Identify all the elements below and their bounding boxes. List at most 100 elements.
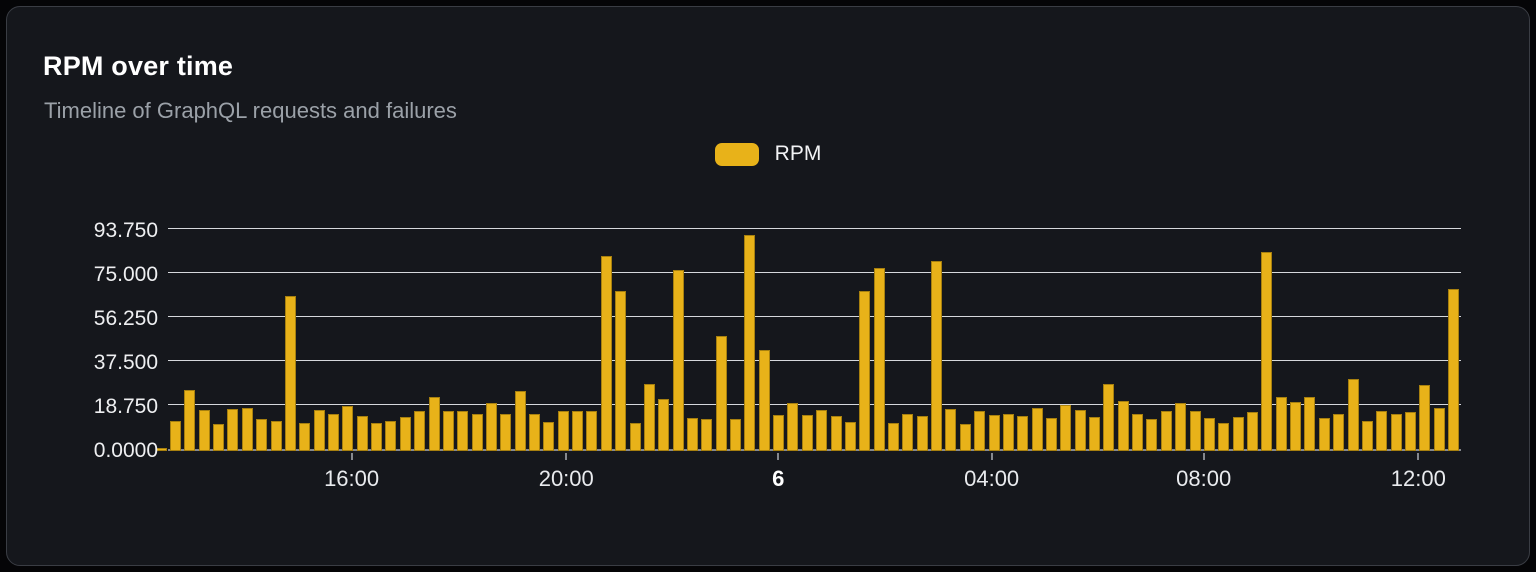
bar-slot xyxy=(298,226,312,451)
rpm-bar[interactable] xyxy=(586,411,598,451)
rpm-bar[interactable] xyxy=(500,413,512,451)
bar-slot xyxy=(671,226,685,451)
rpm-bar[interactable] xyxy=(1261,251,1273,451)
legend-label-rpm[interactable]: RPM xyxy=(774,142,822,165)
rpm-bar[interactable] xyxy=(543,421,555,451)
rpm-bar[interactable] xyxy=(385,420,397,451)
rpm-bar[interactable] xyxy=(643,384,655,451)
rpm-bar[interactable] xyxy=(529,413,541,451)
rpm-bar[interactable] xyxy=(241,407,253,451)
rpm-bar[interactable] xyxy=(1290,401,1302,451)
y-axis-label: 93.750 xyxy=(93,219,158,242)
rpm-bar[interactable] xyxy=(801,414,813,451)
rpm-bar[interactable] xyxy=(773,414,785,451)
rpm-bar[interactable] xyxy=(600,256,612,451)
rpm-bar[interactable] xyxy=(557,411,569,451)
rpm-bar[interactable] xyxy=(399,417,411,451)
rpm-bar[interactable] xyxy=(758,350,770,451)
rpm-bar[interactable] xyxy=(442,411,454,451)
rpm-bar[interactable] xyxy=(170,420,182,451)
rpm-bar[interactable] xyxy=(1132,413,1144,451)
bar-slot xyxy=(1274,226,1288,451)
rpm-bar[interactable] xyxy=(1376,411,1388,451)
rpm-bar[interactable] xyxy=(428,397,440,451)
rpm-bar[interactable] xyxy=(1246,412,1258,451)
rpm-bar[interactable] xyxy=(270,420,282,451)
rpm-bar[interactable] xyxy=(1390,413,1402,451)
rpm-bar[interactable] xyxy=(1304,397,1316,451)
rpm-bar[interactable] xyxy=(672,270,684,451)
rpm-bar[interactable] xyxy=(787,402,799,451)
y-axis-label: 0.0000 xyxy=(93,439,158,462)
rpm-bar[interactable] xyxy=(256,419,268,451)
rpm-bar[interactable] xyxy=(1089,417,1101,451)
rpm-bar[interactable] xyxy=(1175,402,1187,451)
rpm-bar[interactable] xyxy=(1060,405,1072,451)
chart-subtitle: Timeline of GraphQL requests and failure… xyxy=(44,98,457,123)
rpm-bar[interactable] xyxy=(658,399,670,451)
rpm-bar[interactable] xyxy=(974,411,986,451)
rpm-bar[interactable] xyxy=(902,413,914,451)
rpm-bar[interactable] xyxy=(629,422,641,451)
rpm-bar[interactable] xyxy=(457,411,469,451)
rpm-bar[interactable] xyxy=(485,402,497,451)
rpm-bar[interactable] xyxy=(888,422,899,451)
rpm-bar[interactable] xyxy=(931,260,943,451)
rpm-bar[interactable] xyxy=(414,411,426,451)
rpm-bar[interactable] xyxy=(1074,409,1086,451)
rpm-bar[interactable] xyxy=(715,336,727,451)
rpm-bar[interactable] xyxy=(1419,385,1431,451)
rpm-bar[interactable] xyxy=(744,235,756,451)
rpm-bar[interactable] xyxy=(844,421,856,451)
rpm-bar[interactable] xyxy=(514,391,526,451)
rpm-bar[interactable] xyxy=(1160,411,1172,451)
rpm-bar[interactable] xyxy=(859,291,871,451)
rpm-bar[interactable] xyxy=(284,296,296,451)
rpm-bar[interactable] xyxy=(1002,413,1014,451)
rpm-bar[interactable] xyxy=(572,411,584,451)
rpm-bar[interactable] xyxy=(615,291,627,451)
rpm-bar[interactable] xyxy=(1333,413,1345,451)
rpm-bar[interactable] xyxy=(342,406,354,451)
rpm-bar[interactable] xyxy=(1404,412,1416,451)
rpm-bar[interactable] xyxy=(1045,418,1057,451)
rpm-bar[interactable] xyxy=(916,415,928,451)
rpm-bar[interactable] xyxy=(1017,415,1029,451)
rpm-bar[interactable] xyxy=(1146,419,1158,451)
rpm-bar[interactable] xyxy=(299,422,311,451)
rpm-bar[interactable] xyxy=(184,390,196,451)
rpm-bar[interactable] xyxy=(1318,418,1330,451)
legend-swatch-rpm[interactable] xyxy=(714,142,759,166)
rpm-bar[interactable] xyxy=(959,424,971,451)
rpm-bar[interactable] xyxy=(1275,397,1287,451)
rpm-bar[interactable] xyxy=(730,419,742,451)
rpm-bar[interactable] xyxy=(1232,417,1244,451)
rpm-bar[interactable] xyxy=(1203,418,1215,451)
rpm-bar[interactable] xyxy=(155,448,167,451)
rpm-bar[interactable] xyxy=(873,268,885,451)
rpm-bar[interactable] xyxy=(327,413,339,451)
rpm-bar[interactable] xyxy=(686,418,698,451)
rpm-bar[interactable] xyxy=(1361,420,1373,451)
rpm-bar[interactable] xyxy=(1218,422,1230,451)
rpm-bar[interactable] xyxy=(1189,411,1201,451)
rpm-bar[interactable] xyxy=(988,414,1000,451)
rpm-bar[interactable] xyxy=(1103,384,1115,451)
rpm-bar[interactable] xyxy=(227,408,239,451)
rpm-bar[interactable] xyxy=(471,413,483,451)
rpm-bar[interactable] xyxy=(356,415,368,451)
rpm-bar[interactable] xyxy=(1031,407,1043,451)
rpm-bar[interactable] xyxy=(371,422,383,451)
rpm-bar[interactable] xyxy=(816,409,828,451)
rpm-bar[interactable] xyxy=(701,419,713,451)
rpm-bar[interactable] xyxy=(213,424,225,451)
rpm-bar[interactable] xyxy=(830,415,842,451)
rpm-bar[interactable] xyxy=(945,408,957,451)
rpm-bar[interactable] xyxy=(1448,289,1460,451)
rpm-bar[interactable] xyxy=(198,409,210,451)
rpm-bar[interactable] xyxy=(1347,379,1359,451)
bar-slot xyxy=(757,226,771,451)
rpm-bar[interactable] xyxy=(1117,400,1129,451)
rpm-bar[interactable] xyxy=(313,409,325,451)
rpm-bar[interactable] xyxy=(1433,407,1445,451)
